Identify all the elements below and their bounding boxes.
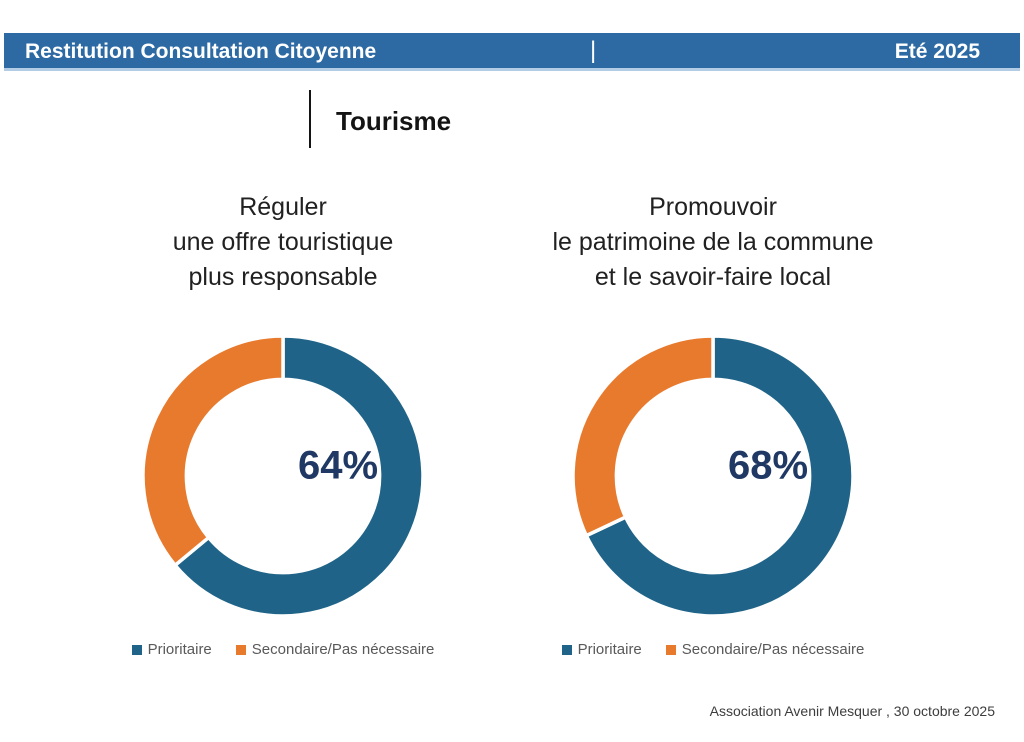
header-divider: | <box>590 37 597 64</box>
header-left-title: Restitution Consultation Citoyenne <box>25 40 377 63</box>
legend-marker-secondaire <box>665 644 676 655</box>
donut-svg <box>571 334 855 618</box>
legend-label: Secondaire/Pas nécessaire <box>681 641 865 658</box>
chart-column-patrimoine: Promouvoir le patrimoine de la commune e… <box>513 190 913 658</box>
chart-title-line: plus responsable <box>188 263 378 291</box>
legend-marker-prioritaire <box>131 644 142 655</box>
legend-label: Prioritaire <box>577 641 642 658</box>
legend-item-secondaire: Secondaire/Pas nécessaire <box>665 641 865 658</box>
chart-title-line: le patrimoine de la commune <box>552 228 874 256</box>
chart-title-line: Réguler <box>239 193 327 221</box>
chart-legend: Prioritaire Secondaire/Pas nécessaire <box>83 641 483 658</box>
chart-title: Réguler une offre touristique plus respo… <box>83 190 483 295</box>
legend-item-prioritaire: Prioritaire <box>131 641 212 658</box>
header-right-title: Eté 2025 <box>894 40 980 63</box>
donut-center-value: 68% <box>727 443 809 488</box>
chart-title-line: une offre touristique <box>172 228 394 256</box>
legend-item-secondaire: Secondaire/Pas nécessaire <box>235 641 435 658</box>
chart-column-offre-touristique: Réguler une offre touristique plus respo… <box>83 190 483 658</box>
chart-title-line: Promouvoir <box>649 193 777 221</box>
donut-center-value: 64% <box>297 443 379 488</box>
donut-chart: 68% <box>566 329 860 623</box>
legend-marker-prioritaire <box>561 644 572 655</box>
chart-title: Promouvoir le patrimoine de la commune e… <box>513 190 913 295</box>
legend-label: Secondaire/Pas nécessaire <box>251 641 435 658</box>
section-title: Tourisme <box>336 106 452 136</box>
chart-title-line: et le savoir-faire local <box>594 263 832 291</box>
legend-label: Prioritaire <box>147 641 212 658</box>
header-bar: Restitution Consultation Citoyenne | Eté… <box>4 33 1020 71</box>
legend-marker-secondaire <box>235 644 246 655</box>
legend-item-prioritaire: Prioritaire <box>561 641 642 658</box>
section-title-rule <box>309 90 311 148</box>
chart-legend: Prioritaire Secondaire/Pas nécessaire <box>513 641 913 658</box>
donut-svg <box>141 334 425 618</box>
donut-chart: 64% <box>136 329 430 623</box>
footer-credit: Association Avenir Mesquer , 30 octobre … <box>709 703 995 719</box>
